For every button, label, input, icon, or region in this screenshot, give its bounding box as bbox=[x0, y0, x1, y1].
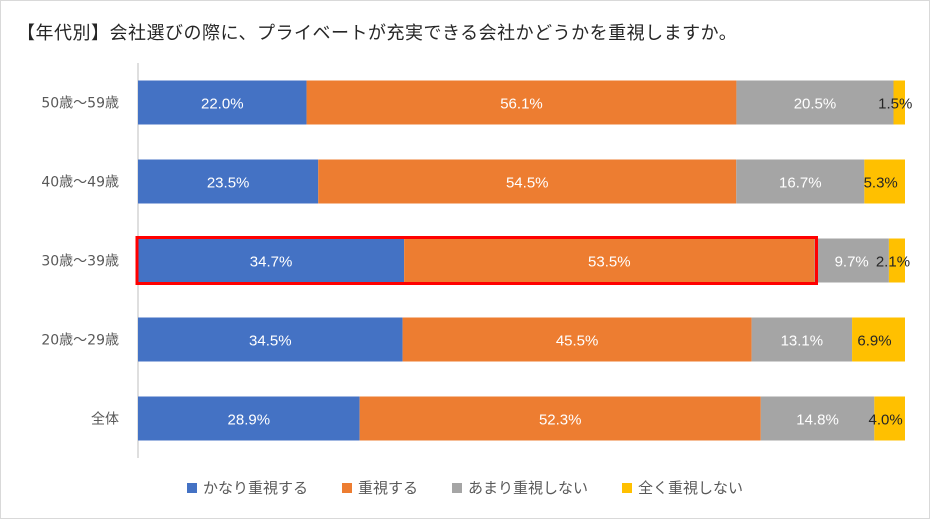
bar-segment bbox=[138, 396, 360, 441]
category-label: 40歳～49歳 bbox=[41, 175, 119, 191]
data-label: 56.1% bbox=[500, 96, 543, 113]
data-label: 53.5% bbox=[588, 254, 631, 271]
bar-segment bbox=[138, 317, 403, 362]
legend-item: 重視する bbox=[341, 477, 418, 498]
data-label: 23.5% bbox=[207, 175, 250, 192]
bar-segment bbox=[138, 159, 319, 204]
legend-item: あまり重視しない bbox=[452, 477, 588, 498]
data-label: 34.7% bbox=[250, 254, 293, 271]
legend-label: かなり重視する bbox=[202, 479, 308, 497]
bar-segment bbox=[893, 80, 905, 125]
legend-label: 重視する bbox=[357, 479, 418, 497]
bar-segment bbox=[760, 396, 875, 441]
data-label: 52.3% bbox=[539, 412, 582, 429]
legend-label: あまり重視しない bbox=[468, 479, 589, 497]
bar-segment bbox=[864, 159, 905, 204]
data-label: 4.0% bbox=[869, 412, 903, 429]
bar-segment bbox=[318, 159, 737, 204]
legend-swatch bbox=[452, 482, 462, 493]
data-label: 9.7% bbox=[835, 254, 869, 271]
bar-segment bbox=[874, 396, 905, 441]
bar-segment bbox=[736, 80, 894, 125]
legend: かなり重視する 重視する あまり重視しない 全く重視しない bbox=[1, 477, 929, 498]
data-label: 22.0% bbox=[201, 96, 244, 113]
data-label: 45.5% bbox=[556, 333, 599, 350]
legend-label: 全く重視しない bbox=[638, 479, 744, 497]
bar-segment bbox=[138, 238, 405, 283]
bar-segment bbox=[852, 317, 905, 362]
data-label: 1.5% bbox=[878, 96, 912, 113]
data-label: 54.5% bbox=[506, 175, 549, 192]
bar-segment bbox=[736, 159, 865, 204]
bar-segment bbox=[404, 238, 815, 283]
data-label: 5.3% bbox=[864, 175, 898, 192]
legend-swatch bbox=[186, 482, 197, 493]
category-label: 全体 bbox=[91, 411, 119, 428]
data-label: 14.8% bbox=[796, 412, 839, 429]
bar-segment bbox=[402, 317, 752, 362]
bar-segment bbox=[888, 238, 905, 283]
data-label: 2.1% bbox=[876, 254, 910, 271]
data-label: 16.7% bbox=[779, 175, 822, 192]
bar-segment bbox=[751, 317, 853, 362]
legend-swatch bbox=[622, 482, 633, 493]
data-label: 13.1% bbox=[781, 333, 824, 350]
legend-swatch bbox=[341, 482, 352, 493]
bar-segment bbox=[138, 80, 307, 125]
category-label: 20歳～29歳 bbox=[41, 333, 119, 349]
category-label: 30歳～39歳 bbox=[41, 254, 119, 270]
highlight-box bbox=[135, 236, 818, 285]
data-label: 28.9% bbox=[228, 412, 271, 429]
bar-segment bbox=[814, 238, 889, 283]
data-label: 20.5% bbox=[794, 96, 837, 113]
category-label: 50歳～59歳 bbox=[41, 96, 119, 112]
legend-item: 全く重視しない bbox=[622, 477, 743, 498]
data-label: 34.5% bbox=[249, 333, 292, 350]
legend-item: かなり重視する bbox=[186, 477, 308, 498]
data-label: 6.9% bbox=[857, 333, 891, 350]
chart-title: 【年代別】会社選びの際に、プライベートが充実できる会社かどうかを重視しますか。 bbox=[17, 23, 738, 44]
bar-segment bbox=[359, 396, 761, 441]
bar-segment bbox=[306, 80, 737, 125]
